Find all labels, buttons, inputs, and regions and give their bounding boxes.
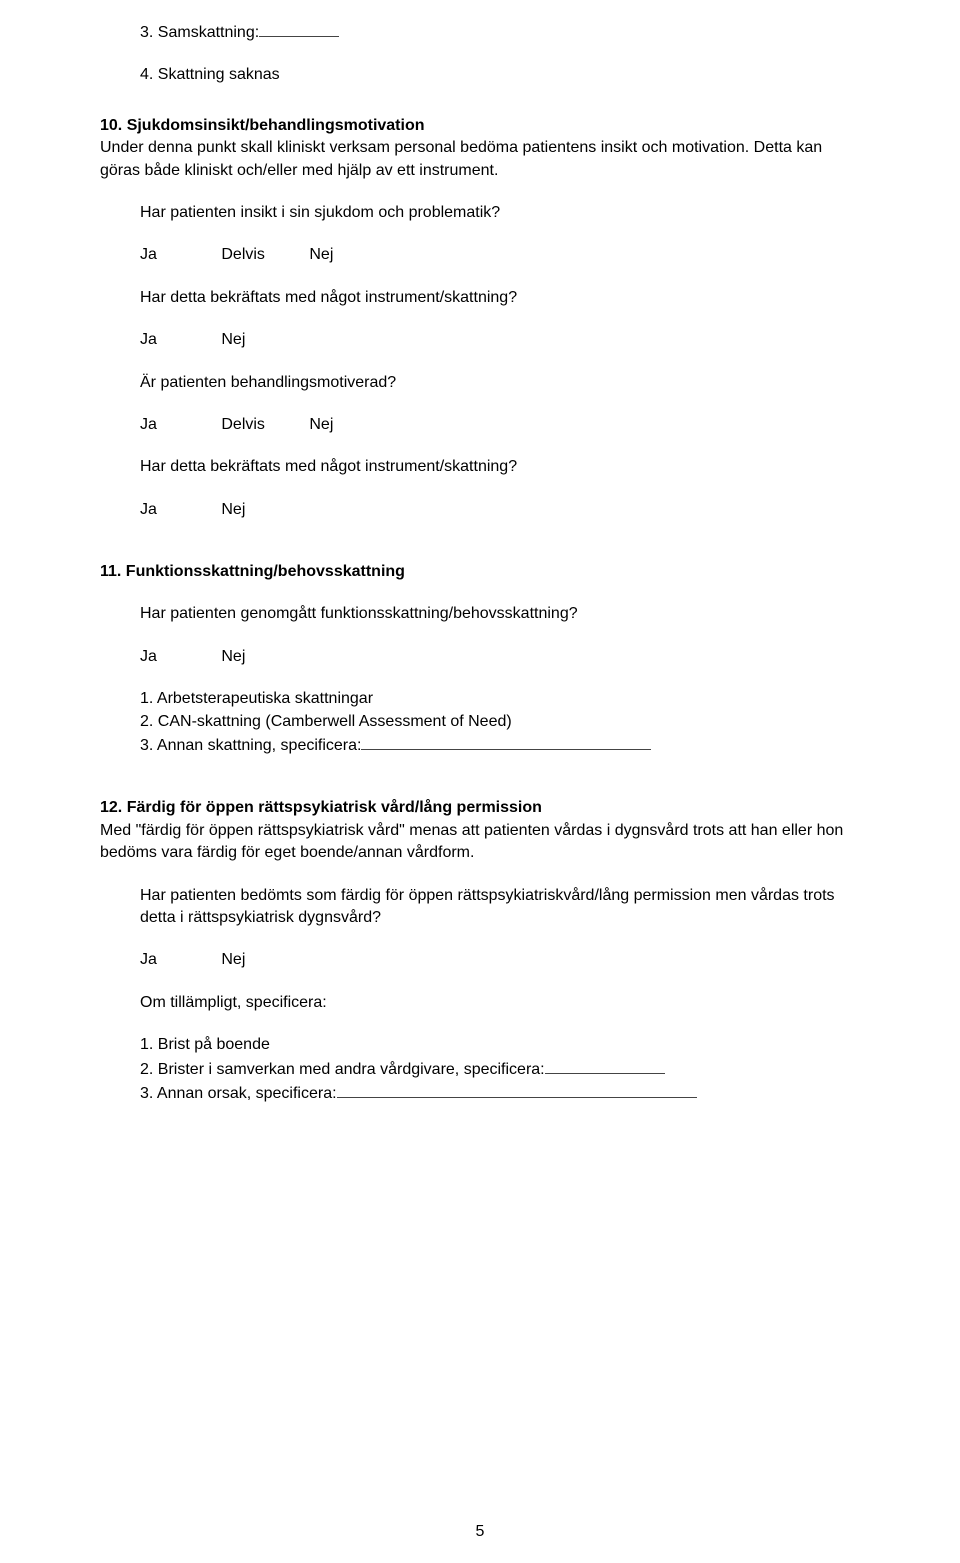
sec10-q3-options: Ja Delvis Nej	[100, 414, 860, 436]
sec12-list-3-label: 3. Annan orsak, specificera:	[140, 1085, 337, 1102]
option-nej[interactable]: Nej	[309, 414, 333, 436]
sec12-list-2-label: 2. Brister i samverkan med andra vårdgiv…	[140, 1061, 545, 1078]
section-11-heading: 11. Funktionsskattning/behovsskattning	[100, 561, 860, 583]
sec11-list-3: 3. Annan skattning, specificera:	[100, 733, 860, 757]
item-skattning-saknas: 4. Skattning saknas	[100, 64, 860, 86]
option-ja[interactable]: Ja	[140, 499, 157, 521]
section-12: 12. Färdig för öppen rättspsykiatrisk vå…	[100, 797, 860, 1105]
sec11-list-3-label: 3. Annan skattning, specificera:	[140, 737, 361, 754]
sec11-q1-options: Ja Nej	[100, 646, 860, 668]
section-10: 10. Sjukdomsinsikt/behandlingsmotivation…	[100, 115, 860, 521]
option-nej[interactable]: Nej	[221, 499, 245, 521]
option-ja[interactable]: Ja	[140, 646, 157, 668]
option-nej[interactable]: Nej	[221, 329, 245, 351]
sec10-q1: Har patienten insikt i sin sjukdom och p…	[100, 202, 860, 224]
annan-skattning-blank[interactable]	[361, 733, 651, 750]
document-page: 3. Samskattning: 4. Skattning saknas 10.…	[0, 0, 960, 1563]
item-skattning-saknas-label: 4. Skattning saknas	[140, 66, 280, 83]
section-12-heading: 12. Färdig för öppen rättspsykiatrisk vå…	[100, 797, 860, 819]
item-samskattning-label: 3. Samskattning:	[140, 24, 259, 41]
option-delvis[interactable]: Delvis	[221, 244, 265, 266]
section-11: 11. Funktionsskattning/behovsskattning H…	[100, 561, 860, 757]
sec11-list-1: 1. Arbetsterapeutiska skattningar	[100, 688, 860, 710]
page-number: 5	[0, 1521, 960, 1543]
option-ja[interactable]: Ja	[140, 329, 157, 351]
sec12-subhead: Om tillämpligt, specificera:	[100, 992, 860, 1014]
sec12-list-3: 3. Annan orsak, specificera:	[100, 1081, 860, 1105]
sec10-q1-options: Ja Delvis Nej	[100, 244, 860, 266]
sec10-q2: Har detta bekräftats med något instrumen…	[100, 287, 860, 309]
item-samskattning: 3. Samskattning:	[100, 20, 860, 44]
sec10-q4-options: Ja Nej	[100, 499, 860, 521]
brister-samverkan-blank[interactable]	[545, 1057, 665, 1074]
option-nej[interactable]: Nej	[221, 949, 245, 971]
annan-orsak-blank[interactable]	[337, 1081, 697, 1098]
sec10-q3: Är patienten behandlingsmotiverad?	[100, 372, 860, 394]
option-nej[interactable]: Nej	[221, 646, 245, 668]
sec12-list-2: 2. Brister i samverkan med andra vårdgiv…	[100, 1057, 860, 1081]
sec12-list-1: 1. Brist på boende	[100, 1034, 860, 1056]
option-ja[interactable]: Ja	[140, 244, 157, 266]
section-10-intro: Under denna punkt skall kliniskt verksam…	[100, 137, 860, 182]
option-nej[interactable]: Nej	[309, 244, 333, 266]
section-12-intro: Med "färdig för öppen rättspsykiatrisk v…	[100, 820, 860, 865]
section-10-heading: 10. Sjukdomsinsikt/behandlingsmotivation	[100, 115, 860, 137]
sec12-q1-options: Ja Nej	[100, 949, 860, 971]
option-delvis[interactable]: Delvis	[221, 414, 265, 436]
option-ja[interactable]: Ja	[140, 949, 157, 971]
sec11-q1: Har patienten genomgått funktionsskattni…	[100, 603, 860, 625]
sec10-q4: Har detta bekräftats med något instrumen…	[100, 456, 860, 478]
sec11-list-2: 2. CAN-skattning (Camberwell Assessment …	[100, 711, 860, 733]
sec10-q2-options: Ja Nej	[100, 329, 860, 351]
sec12-q1: Har patienten bedömts som färdig för öpp…	[100, 885, 860, 930]
option-ja[interactable]: Ja	[140, 414, 157, 436]
samskattning-blank[interactable]	[259, 20, 339, 37]
